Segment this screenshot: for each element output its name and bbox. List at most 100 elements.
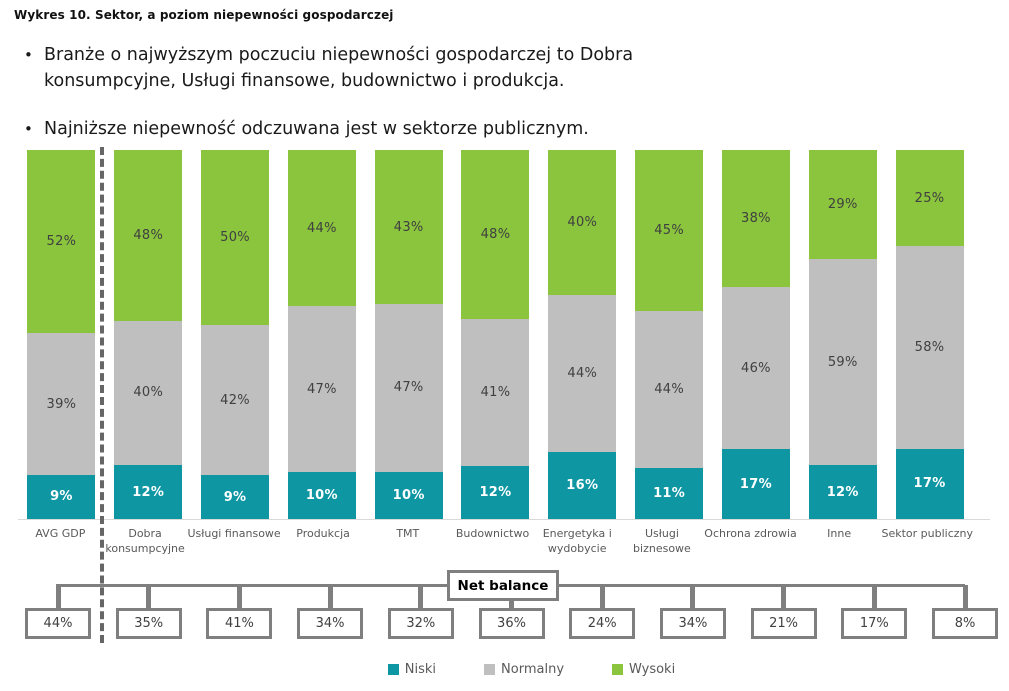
stacked-bar: 16% 44% 40% bbox=[548, 150, 617, 519]
category-label-cell: Energetyka i wydobycie bbox=[535, 527, 620, 557]
segment-value-label: 46% bbox=[741, 360, 771, 376]
category-label: AVG GDP bbox=[35, 527, 86, 540]
category-label-cell: Produkcja bbox=[281, 527, 366, 557]
connector-stub bbox=[146, 585, 152, 608]
segment-value-label: 16% bbox=[566, 478, 599, 494]
segment-value-label: 44% bbox=[306, 220, 337, 236]
bar-column-avg-gdp: 9% 39% 52% bbox=[18, 150, 105, 519]
category-label-cell: Sektor publiczny bbox=[881, 527, 973, 557]
bars-row: 9% 39% 52% 12% 40% 48% 9% 42% 50% 10% 47% 44% 10% 47%… bbox=[18, 149, 973, 519]
segment-value-label: 12% bbox=[826, 484, 859, 500]
bar-segment-wysoki: 48% bbox=[461, 149, 530, 319]
stacked-bar: 9% 42% 50% bbox=[201, 150, 270, 519]
segment-value-label: 59% bbox=[827, 354, 858, 370]
net-balance-title-label: Net balance bbox=[457, 577, 549, 594]
net-balance-box: 34% bbox=[297, 608, 364, 639]
bar-column-ochrona-zdrowia: 17% 46% 38% bbox=[713, 150, 800, 519]
segment-value-label: 52% bbox=[46, 234, 77, 250]
legend-label: Wysoki bbox=[629, 662, 676, 677]
category-label-cell: AVG GDP bbox=[18, 527, 103, 557]
bar-segment-niski: 10% bbox=[287, 471, 356, 519]
bar-segment-wysoki: 40% bbox=[548, 150, 617, 295]
category-label: Inne bbox=[827, 527, 852, 540]
bar-segment-wysoki: 38% bbox=[721, 150, 790, 287]
category-label-cell: Inne bbox=[797, 527, 882, 557]
bar-segment-niski: 12% bbox=[461, 465, 530, 519]
bullet-item: Branże o najwyższym poczuciu niepewności… bbox=[24, 42, 804, 94]
bar-segment-normalny: 40% bbox=[114, 320, 183, 466]
bar-column-sektor-publiczny: 17% 58% 25% bbox=[886, 150, 973, 519]
bar-segment-niski: 16% bbox=[548, 452, 617, 519]
bar-segment-wysoki: 45% bbox=[635, 150, 704, 311]
bar-column-energetyka-i-wydobycie: 16% 44% 40% bbox=[539, 150, 626, 519]
net-balance-box: 44% bbox=[25, 608, 91, 639]
bar-column-dobra-konsumpcyjne: 12% 40% 48% bbox=[105, 150, 192, 519]
bar-segment-normalny: 44% bbox=[635, 310, 704, 469]
page-title: Wykres 10. Sektor, a poziom niepewności … bbox=[14, 8, 394, 22]
category-label: Usługi biznesowe bbox=[633, 527, 691, 555]
bar-segment-normalny: 39% bbox=[27, 333, 96, 475]
net-balance-box: 17% bbox=[841, 608, 908, 639]
segment-value-label: 10% bbox=[392, 487, 425, 503]
segment-value-label: 44% bbox=[567, 365, 598, 381]
category-label-cell: Budownictwo bbox=[450, 527, 535, 557]
connector-stub bbox=[418, 585, 424, 608]
segment-value-label: 43% bbox=[393, 219, 424, 235]
bar-segment-normalny: 42% bbox=[201, 325, 270, 476]
category-label: Ochrona zdrowia bbox=[704, 527, 797, 540]
bar-segment-wysoki: 48% bbox=[114, 150, 183, 321]
bar-segment-normalny: 47% bbox=[287, 306, 356, 472]
net-balance-box: 41% bbox=[206, 608, 273, 639]
legend-swatch-niski bbox=[387, 664, 399, 675]
stacked-bar: 12% 41% 48% bbox=[461, 149, 530, 519]
net-balance-box: 32% bbox=[387, 608, 454, 639]
bar-segment-niski: 10% bbox=[374, 471, 443, 519]
bar-segment-niski: 9% bbox=[201, 475, 270, 519]
bar-segment-wysoki: 25% bbox=[895, 150, 964, 246]
bar-segment-wysoki: 52% bbox=[27, 150, 96, 334]
bar-segment-niski: 17% bbox=[895, 448, 964, 519]
segment-value-label: 17% bbox=[739, 476, 772, 492]
legend-label: Niski bbox=[404, 662, 437, 677]
bar-column-us-ugi-biznesowe: 11% 44% 45% bbox=[626, 150, 713, 519]
bullet-text: Najniższe niepewność odczuwana jest w se… bbox=[44, 119, 589, 139]
stacked-bar: 12% 40% 48% bbox=[114, 150, 183, 519]
category-label: TMT bbox=[396, 527, 420, 540]
segment-value-label: 58% bbox=[914, 339, 945, 355]
net-balance-box: 21% bbox=[750, 608, 817, 639]
segment-value-label: 47% bbox=[393, 380, 424, 396]
legend-swatch-wysoki bbox=[612, 664, 624, 675]
bar-column-tmt: 10% 47% 43% bbox=[365, 150, 452, 519]
connector-stub bbox=[690, 585, 696, 608]
segment-value-label: 50% bbox=[220, 230, 250, 246]
bar-segment-normalny: 41% bbox=[461, 318, 530, 466]
category-label: Budownictwo bbox=[455, 527, 530, 540]
segment-value-label: 10% bbox=[305, 487, 338, 503]
x-axis-line bbox=[18, 519, 990, 520]
bar-segment-niski: 9% bbox=[27, 474, 96, 519]
segment-value-label: 12% bbox=[132, 484, 165, 500]
category-label: Energetyka i wydobycie bbox=[542, 527, 612, 555]
bullet-list: Branże o najwyższym poczuciu niepewności… bbox=[24, 42, 804, 164]
connector-stub bbox=[599, 585, 605, 608]
legend-label: Normalny bbox=[501, 662, 565, 677]
bullet-text: Branże o najwyższym poczuciu niepewności… bbox=[44, 45, 634, 91]
category-label-cell: TMT bbox=[365, 527, 450, 557]
segment-value-label: 42% bbox=[220, 392, 250, 408]
bar-segment-normalny: 44% bbox=[548, 294, 617, 453]
net-balance-box: 8% bbox=[932, 608, 998, 639]
category-label: Usługi finansowe bbox=[187, 527, 281, 540]
bar-segment-niski: 11% bbox=[635, 468, 704, 519]
category-label: Produkcja bbox=[296, 527, 350, 540]
connector-stub bbox=[871, 585, 877, 608]
segment-value-label: 25% bbox=[914, 190, 945, 206]
segment-value-label: 11% bbox=[653, 486, 686, 502]
stacked-bar-chart: 9% 39% 52% 12% 40% 48% 9% 42% 50% 10% 47% 44% 10% 47%… bbox=[18, 149, 990, 557]
connector-stub bbox=[236, 585, 242, 608]
segment-value-label: 41% bbox=[480, 384, 511, 400]
net-balance-box: 24% bbox=[569, 608, 636, 639]
bar-segment-normalny: 58% bbox=[895, 246, 964, 449]
stacked-bar: 17% 58% 25% bbox=[895, 150, 964, 519]
bar-segment-wysoki: 43% bbox=[374, 150, 443, 305]
connector-stub bbox=[509, 585, 514, 608]
